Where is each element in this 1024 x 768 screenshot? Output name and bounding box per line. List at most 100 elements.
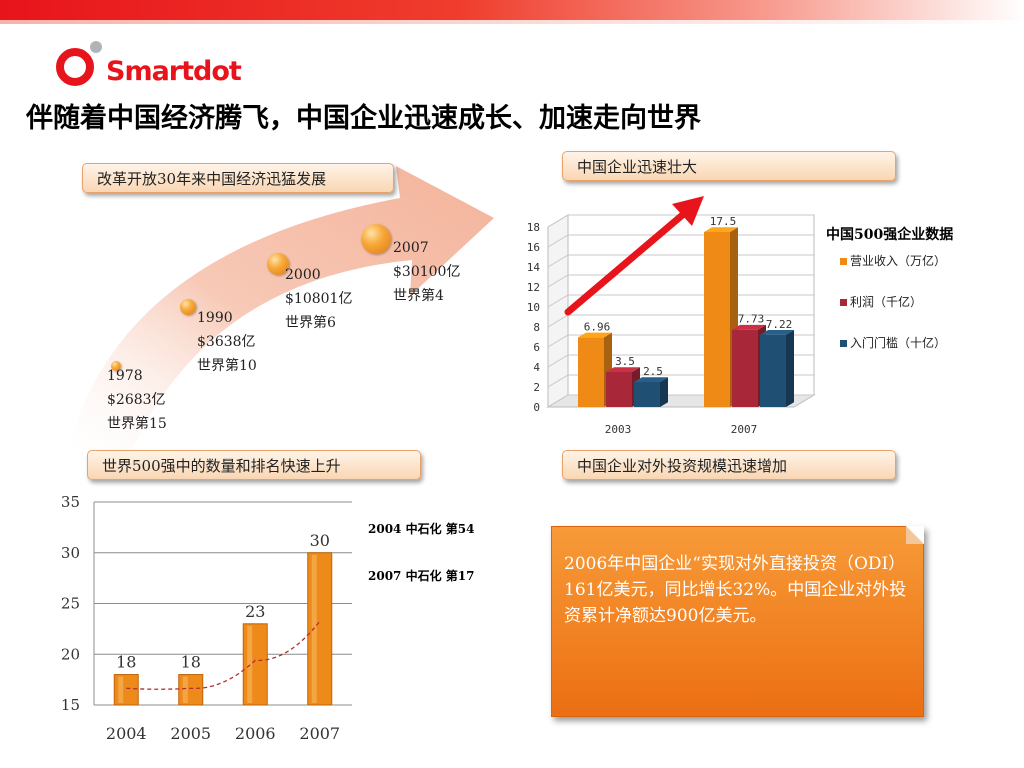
y-tick-label: 12 [527,281,540,294]
bar-top [634,377,668,382]
data-label: 18 [181,653,201,672]
milestone-year: 1990 [197,310,233,326]
y-tick-label: 15 [61,696,80,714]
growth-section-label: 中国企业迅速壮大 [562,151,896,181]
data-label: 17.5 [710,215,737,228]
bar-front [732,329,758,407]
bar-highlight [247,625,253,703]
milestone-2007: 2007 $30100亿 世界第4 [393,236,460,308]
milestone-year: 1978 [107,368,143,384]
data-label: 18 [116,653,136,672]
data-label: 6.96 [584,320,611,333]
top500-chart: 0 2 4 6 8 10 12 14 16 18 6.96 3.5 2.5 2003 17.5 7.73 7.2… [527,214,816,436]
milestone-rank: 世界第15 [107,416,167,432]
milestone-gdp: $3638亿 [197,334,256,350]
milestone-rank: 世界第6 [285,315,336,331]
bar-top [578,332,612,338]
milestone-2007-icon [361,224,391,254]
y-tick-label: 4 [533,361,540,374]
bar-highlight [118,676,124,703]
bar [178,674,204,706]
y-tick-label: 6 [533,341,540,354]
legend-label: 营业收入（万亿） [850,254,947,268]
y-tick-label: 30 [61,544,80,562]
bar-top [760,330,794,335]
bar-front [606,372,632,407]
legend-label: 入门门槛（十亿） [850,336,947,350]
bar [113,674,139,706]
trend-line [126,620,321,690]
data-label: 3.5 [615,355,635,368]
y-tick-label: 10 [527,301,540,314]
bar-top [732,324,766,330]
x-tick-label: 2007 [731,423,758,436]
page-fold-icon [906,526,924,544]
chart-legend-title: 中国500强企业数据 [826,227,954,243]
data-label: 2.5 [643,365,663,378]
bar [242,623,268,706]
y-tick-label: 35 [61,493,80,511]
y-tick-label: 2 [533,381,540,394]
red-growth-arrow-icon [564,196,704,316]
bar-highlight [182,676,188,703]
milestone-1978-icon [111,361,121,371]
bar-front [704,232,730,407]
milestone-2000: 2000 $10801亿 世界第6 [285,263,352,335]
logo-text: Smartdot [106,56,242,87]
bar [307,552,333,706]
x-tick-label: 2005 [170,724,211,743]
top-banner [0,0,1024,20]
y-tick-label: 18 [527,221,540,234]
data-label: 7.73 [738,313,765,326]
data-label: 23 [245,602,265,621]
odi-text: 2006年中国企业“实现对外直接投资（ODI）161亿美元，同比增长32%。中国… [564,554,907,626]
y-tick-label: 0 [533,401,540,414]
odi-callout: 2006年中国企业“实现对外直接投资（ODI）161亿美元，同比增长32%。中国… [551,526,924,717]
milestone-1990-icon [180,299,196,315]
legend-threshold: 入门门槛（十亿） [840,334,946,351]
x-tick-label: 2007 [299,724,340,743]
milestone-2000-icon [267,253,289,275]
bar-top [704,227,738,232]
y-tick-label: 16 [527,241,540,254]
data-label: 30 [310,531,330,550]
data-label: 7.22 [766,318,793,331]
legend-swatch-threshold [840,340,847,347]
page-title: 伴随着中国经济腾飞，中国企业迅速成长、加速走向世界 [26,103,701,134]
bar-front [578,337,604,407]
gridline [547,214,814,228]
milestone-year: 2007 [393,240,429,256]
top-banner-fade [0,20,1024,24]
x-tick-label: 2003 [605,423,632,436]
investment-section-label: 中国企业对外投资规模迅速增加 [562,450,896,480]
smartdot-logo-icon [56,41,102,86]
bar-front [634,382,660,407]
y-tick-label: 25 [61,595,80,613]
bar-side [786,330,794,407]
milestone-1978: 1978 $2683亿 世界第15 [107,364,167,436]
milestone-gdp: $10801亿 [285,291,353,307]
ranking-chart: 15 20 25 30 35 18 2004 18 2005 23 2006 30 2007 [61,493,352,743]
legend-label: 利润（千亿） [850,295,923,309]
note-2004: 2004 中石化 第54 [368,522,475,536]
ranking-section-label: 世界500强中的数量和排名快速上升 [87,450,421,480]
y-tick-label: 20 [61,645,80,663]
milestone-rank: 世界第4 [393,288,444,304]
note-2007: 2007 中石化 第17 [368,569,475,583]
milestone-rank: 世界第10 [197,358,257,374]
bar-front [760,334,786,407]
milestone-year: 2000 [285,267,321,283]
x-tick-label: 2004 [106,724,147,743]
bar-side [660,377,668,407]
legend-revenue: 营业收入（万亿） [840,252,946,269]
legend-swatch-profit [840,299,847,306]
y-tick-label: 8 [533,321,540,334]
milestone-gdp: $2683亿 [107,392,166,408]
x-tick-label: 2006 [235,724,276,743]
legend-swatch-revenue [840,258,847,265]
bar-top [606,367,640,372]
legend-profit: 利润（千亿） [840,293,922,310]
economy-section-label: 改革开放30年来中国经济迅猛发展 [82,163,394,193]
milestone-1990: 1990 $3638亿 世界第10 [197,306,257,378]
y-tick-label: 14 [527,261,541,274]
